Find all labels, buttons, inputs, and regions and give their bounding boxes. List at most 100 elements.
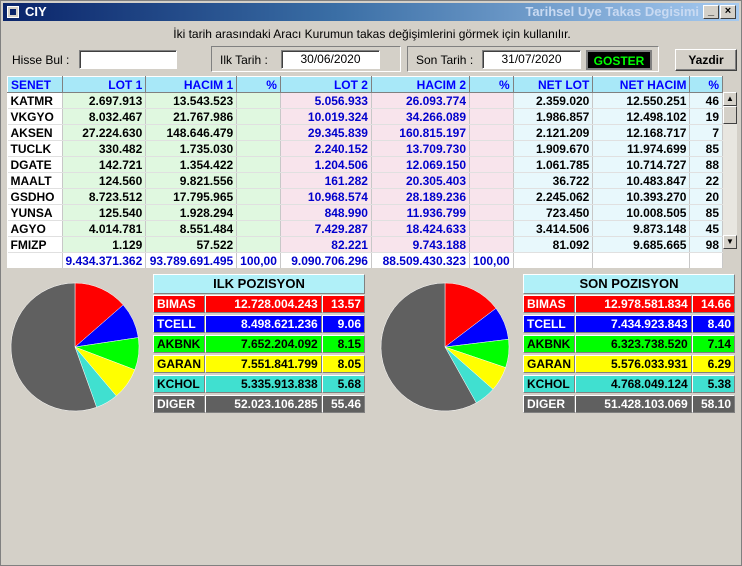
hisse-bul-label: Hisse Bul :	[12, 53, 70, 67]
position-row: TCELL 7.434.923.843 8.40	[523, 315, 735, 333]
table-row[interactable]: AGYO 4.014.781 8.551.484 7.429.287 18.424.63…	[7, 220, 723, 237]
app-icon[interactable]	[7, 6, 19, 18]
total-cell: 93.789.691.495	[145, 252, 238, 268]
position-name: AKBNK	[523, 335, 575, 353]
table-cell: 330.482	[62, 140, 147, 157]
table-cell	[469, 108, 514, 125]
table-cell: 20	[689, 188, 723, 205]
table-row[interactable]: AKSEN 27.224.630 148.646.479 29.345.839 160.…	[7, 124, 723, 141]
table-cell	[469, 124, 514, 141]
table-cell: YUNSA	[7, 204, 63, 221]
position-row: KCHOL 4.768.049.124 5.38	[523, 375, 735, 393]
hisse-bul-input[interactable]	[79, 50, 177, 69]
table-cell	[469, 188, 514, 205]
ilk-tarih-input[interactable]: 30/06/2020	[281, 50, 380, 69]
yazdir-button[interactable]: Yazdir	[675, 49, 737, 71]
position-name: BIMAS	[153, 295, 205, 313]
son-pozisyon-title: SON POZISYON	[523, 274, 735, 294]
position-name: TCELL	[153, 315, 205, 333]
table-cell	[236, 188, 281, 205]
grid-header-cell[interactable]: NET HACIM	[592, 76, 691, 93]
total-cell: 88.509.430.323	[371, 252, 471, 268]
pie-slice-diger	[10, 282, 97, 412]
scroll-down-icon[interactable]: ▼	[723, 235, 737, 249]
grid-header-cell[interactable]: LOT 1	[61, 76, 147, 93]
total-cell: 9.434.371.362	[62, 252, 147, 268]
title-bar[interactable]: CIY Tarihsel Uye Takas Degisimi _ ×	[3, 3, 739, 21]
table-cell: 7.429.287	[280, 220, 372, 237]
position-name: KCHOL	[153, 375, 205, 393]
son-tarih-input[interactable]: 31/07/2020	[482, 50, 581, 69]
grid-header-cell[interactable]: LOT 2	[279, 76, 372, 93]
grid-header-cell[interactable]: NET LOT	[512, 76, 594, 93]
grid-header-cell[interactable]: HACIM 2	[370, 76, 471, 93]
table-cell: 1.061.785	[513, 156, 594, 173]
table-cell: TUCLK	[7, 140, 63, 157]
table-cell: 18.424.633	[371, 220, 471, 237]
position-row: GARAN 5.576.033.931 6.29	[523, 355, 735, 373]
table-cell	[469, 220, 514, 237]
table-cell: 1.735.030	[145, 140, 238, 157]
table-cell	[469, 204, 514, 221]
grid-header-cell[interactable]: %	[469, 76, 514, 93]
table-cell: VKGYO	[7, 108, 63, 125]
position-pct: 5.38	[691, 375, 735, 393]
son-pozisyon-pie-chart	[380, 282, 510, 412]
scroll-thumb[interactable]	[723, 106, 737, 124]
position-value: 6.323.738.520	[575, 335, 692, 353]
table-cell: GSDHO	[7, 188, 63, 205]
table-cell: 20.305.403	[371, 172, 471, 189]
table-cell	[236, 108, 281, 125]
table-cell	[469, 172, 514, 189]
table-cell: 27.224.630	[62, 124, 147, 141]
position-row: KCHOL 5.335.913.838 5.68	[153, 375, 365, 393]
table-cell: 10.019.324	[280, 108, 372, 125]
table-row[interactable]: TUCLK 330.482 1.735.030 2.240.152 13.709.730…	[7, 140, 723, 157]
table-row[interactable]: MAALT 124.560 9.821.556 161.282 20.305.403 36…	[7, 172, 723, 189]
table-cell: 9.685.665	[592, 236, 691, 253]
ilk-pozisyon-pie-chart	[10, 282, 140, 412]
table-cell: 7	[689, 124, 723, 141]
table-cell: 1.129	[62, 236, 147, 253]
table-row[interactable]: YUNSA 125.540 1.928.294 848.990 11.936.799 72…	[7, 204, 723, 221]
grid-header-cell[interactable]: %	[689, 76, 723, 93]
takas-grid[interactable]: SENET LOT 1 HACIM 1% LOT 2 HACIM 2% NET LOT NE…	[7, 76, 723, 268]
table-cell	[236, 204, 281, 221]
table-row[interactable]: FMIZP 1.129 57.522 82.221 9.743.188 81.092 9.6…	[7, 236, 723, 253]
close-icon[interactable]: ×	[720, 5, 736, 19]
table-cell: 2.245.062	[513, 188, 594, 205]
total-cell	[592, 252, 691, 268]
ilk-pozisyon-title: ILK POZISYON	[153, 274, 365, 294]
total-cell: 100,00	[469, 252, 514, 268]
total-cell	[7, 252, 63, 268]
table-row[interactable]: GSDHO 8.723.512 17.795.965 10.968.574 28.189…	[7, 188, 723, 205]
window-title: CIY	[25, 4, 47, 19]
table-row[interactable]: VKGYO 8.032.467 21.767.986 10.019.324 34.266…	[7, 108, 723, 125]
table-row[interactable]: KATMR 2.697.913 13.543.523 5.056.933 26.093.…	[7, 92, 723, 109]
table-cell: 125.540	[62, 204, 147, 221]
table-cell: 12.498.102	[592, 108, 691, 125]
total-cell: 100,00	[236, 252, 281, 268]
table-cell: 11.936.799	[371, 204, 471, 221]
minimize-icon[interactable]: _	[703, 5, 719, 19]
grid-header-cell[interactable]: SENET	[7, 76, 63, 93]
position-name: TCELL	[523, 315, 575, 333]
position-row: TCELL 8.498.621.236 9.06	[153, 315, 365, 333]
pie-slice-diger	[380, 282, 477, 412]
scroll-up-icon[interactable]: ▲	[723, 92, 737, 106]
position-row: GARAN 7.551.841.799 8.05	[153, 355, 365, 373]
grid-header-cell[interactable]: HACIM 1	[145, 76, 238, 93]
table-cell: 34.266.089	[371, 108, 471, 125]
grid-header-cell[interactable]: %	[236, 76, 281, 93]
grid-scrollbar[interactable]: ▲ ▼	[723, 92, 737, 249]
table-cell	[236, 92, 281, 109]
table-cell: 10.008.505	[592, 204, 691, 221]
table-row[interactable]: DGATE 142.721 1.354.422 1.204.506 12.069.150…	[7, 156, 723, 173]
table-cell: 10.483.847	[592, 172, 691, 189]
table-cell: 5.056.933	[280, 92, 372, 109]
table-cell	[236, 236, 281, 253]
position-name: DIGER	[523, 395, 575, 413]
goster-button[interactable]: GOSTER	[586, 50, 652, 70]
position-pct: 9.06	[321, 315, 365, 333]
